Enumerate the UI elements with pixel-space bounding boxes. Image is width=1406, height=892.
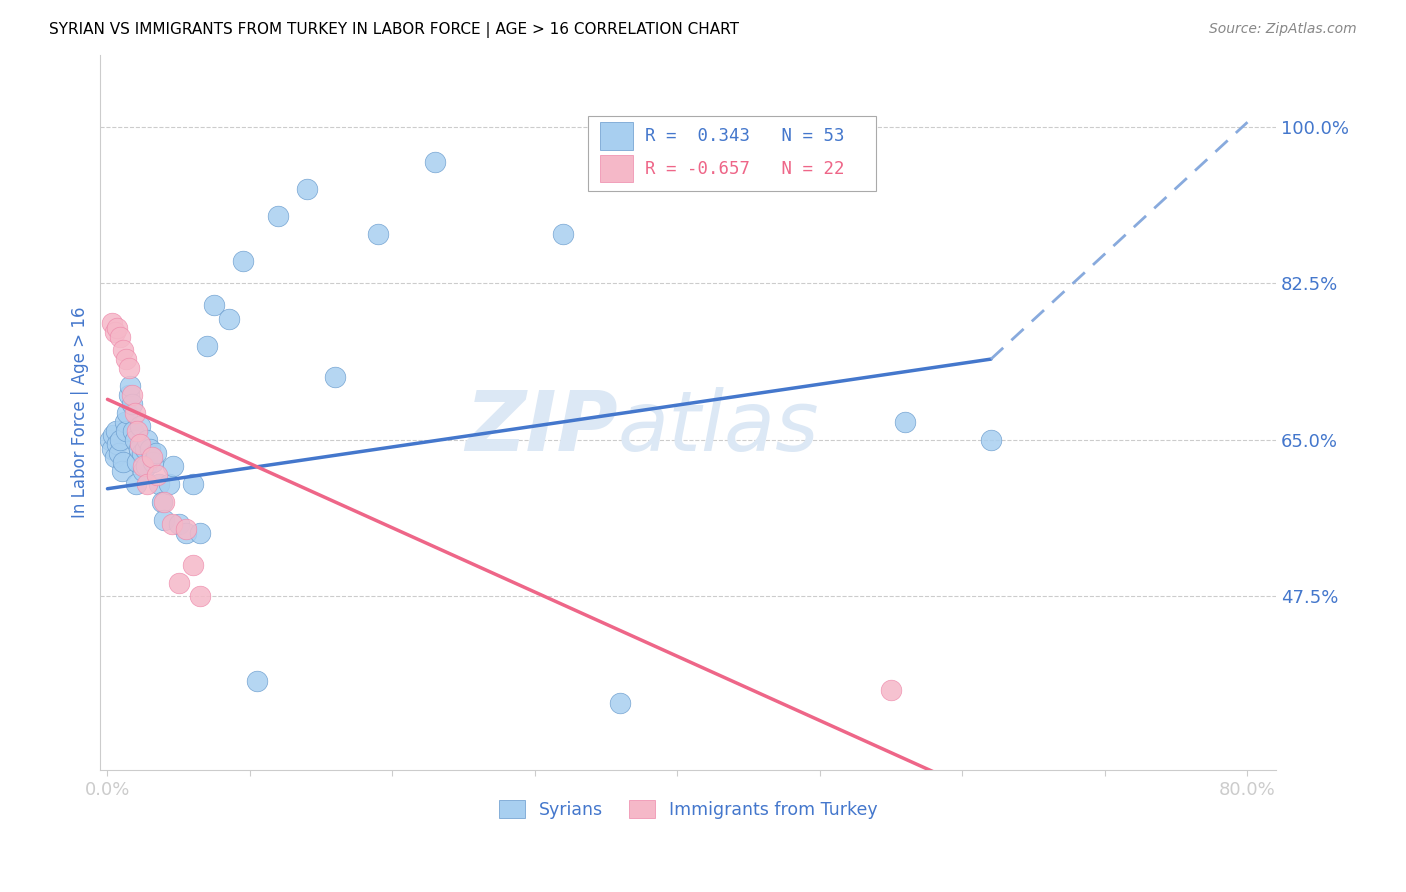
Point bbox=[160, 517, 183, 532]
Text: atlas: atlas bbox=[617, 386, 820, 467]
Point bbox=[174, 522, 197, 536]
Point bbox=[120, 379, 142, 393]
FancyBboxPatch shape bbox=[600, 122, 633, 150]
Text: R = -0.657   N = 22: R = -0.657 N = 22 bbox=[645, 160, 844, 178]
Point bbox=[146, 468, 169, 483]
Point bbox=[132, 464, 155, 478]
Point bbox=[139, 442, 162, 456]
Point bbox=[104, 326, 127, 340]
Text: ZIP: ZIP bbox=[465, 386, 617, 467]
Point bbox=[124, 406, 146, 420]
Point bbox=[609, 696, 631, 710]
Point bbox=[145, 446, 167, 460]
Text: Source: ZipAtlas.com: Source: ZipAtlas.com bbox=[1209, 22, 1357, 37]
Point bbox=[117, 406, 139, 420]
Point bbox=[122, 424, 145, 438]
Point bbox=[118, 388, 141, 402]
Point bbox=[153, 495, 176, 509]
Point bbox=[295, 182, 318, 196]
Point bbox=[150, 495, 173, 509]
Point bbox=[127, 424, 149, 438]
Point bbox=[325, 370, 347, 384]
Point bbox=[188, 526, 211, 541]
Point bbox=[367, 227, 389, 241]
Point bbox=[157, 477, 180, 491]
Point bbox=[104, 450, 127, 465]
Point bbox=[101, 428, 124, 442]
Point bbox=[100, 316, 122, 330]
Point bbox=[131, 446, 153, 460]
Point bbox=[115, 424, 138, 438]
Point bbox=[121, 388, 143, 402]
Point bbox=[232, 253, 254, 268]
Point bbox=[114, 415, 136, 429]
Point bbox=[129, 437, 152, 451]
Point bbox=[142, 455, 165, 469]
Point bbox=[110, 330, 132, 344]
Point bbox=[188, 589, 211, 603]
Point bbox=[267, 209, 290, 223]
Point bbox=[105, 424, 128, 438]
Point bbox=[167, 517, 190, 532]
Point bbox=[167, 575, 190, 590]
Point bbox=[134, 442, 156, 456]
Point bbox=[553, 227, 575, 241]
Point bbox=[100, 442, 122, 456]
Point bbox=[108, 446, 131, 460]
Point bbox=[153, 513, 176, 527]
Point bbox=[112, 455, 135, 469]
Legend: Syrians, Immigrants from Turkey: Syrians, Immigrants from Turkey bbox=[492, 793, 884, 826]
FancyBboxPatch shape bbox=[588, 116, 876, 191]
Point bbox=[127, 455, 149, 469]
Point bbox=[107, 321, 129, 335]
Point bbox=[894, 415, 917, 429]
Text: SYRIAN VS IMMIGRANTS FROM TURKEY IN LABOR FORCE | AGE > 16 CORRELATION CHART: SYRIAN VS IMMIGRANTS FROM TURKEY IN LABO… bbox=[49, 22, 740, 38]
Point bbox=[115, 352, 138, 367]
Point bbox=[111, 464, 134, 478]
Point bbox=[425, 155, 447, 169]
Point bbox=[980, 433, 1002, 447]
Point bbox=[136, 433, 159, 447]
Point bbox=[110, 433, 132, 447]
Point bbox=[246, 673, 269, 688]
Point bbox=[181, 477, 204, 491]
Point bbox=[124, 433, 146, 447]
Point bbox=[202, 298, 225, 312]
Point bbox=[125, 477, 148, 491]
Point bbox=[135, 459, 157, 474]
Point bbox=[148, 477, 170, 491]
Point bbox=[195, 339, 218, 353]
Point bbox=[136, 477, 159, 491]
Point bbox=[128, 442, 150, 456]
Point bbox=[141, 450, 163, 465]
Y-axis label: In Labor Force | Age > 16: In Labor Force | Age > 16 bbox=[72, 307, 89, 518]
Point bbox=[218, 311, 240, 326]
Point bbox=[118, 361, 141, 376]
Point bbox=[112, 343, 135, 358]
Point bbox=[132, 459, 155, 474]
Point bbox=[162, 459, 184, 474]
Point bbox=[129, 419, 152, 434]
Point bbox=[174, 526, 197, 541]
Point bbox=[107, 437, 129, 451]
Text: R =  0.343   N = 53: R = 0.343 N = 53 bbox=[645, 127, 844, 145]
Point bbox=[98, 433, 121, 447]
Point bbox=[880, 682, 903, 697]
Point bbox=[181, 558, 204, 572]
FancyBboxPatch shape bbox=[600, 155, 633, 183]
Point bbox=[121, 397, 143, 411]
